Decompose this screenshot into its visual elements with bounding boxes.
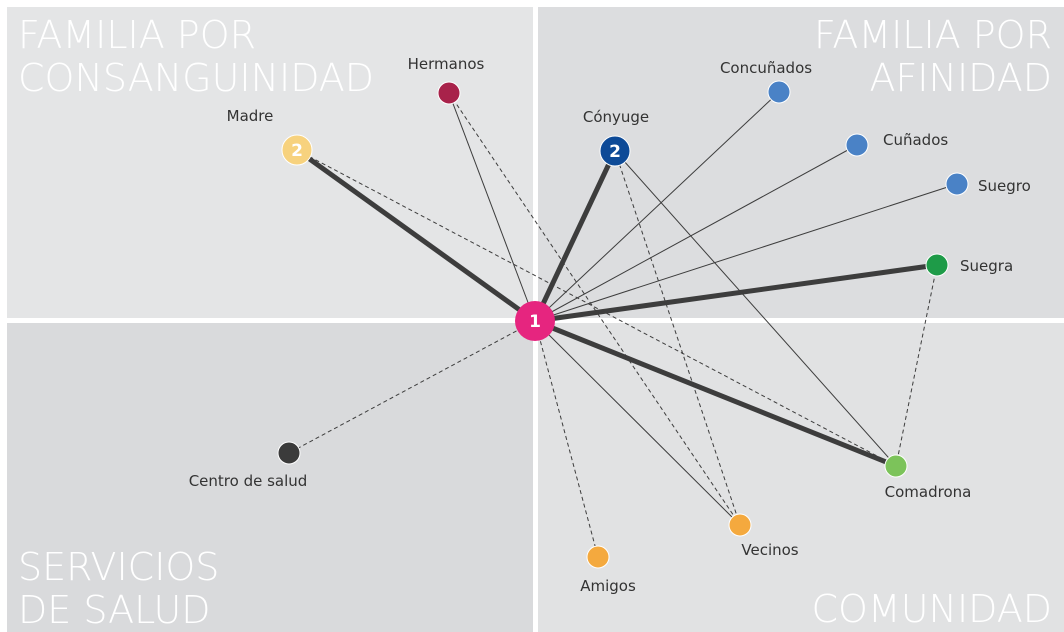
quadrant-title: FAMILIA POR — [814, 13, 1052, 57]
node-badge: 2 — [291, 141, 303, 161]
node — [884, 454, 908, 478]
node — [925, 253, 949, 277]
quadrant-title: SERVICIOS — [18, 545, 219, 589]
node-label: Madre — [227, 107, 274, 125]
node-label: Concuñados — [720, 59, 812, 77]
node-label: Amigos — [580, 577, 636, 595]
node — [281, 134, 313, 166]
quadrant-bg — [7, 323, 533, 632]
node — [728, 513, 752, 537]
edge — [534, 262, 938, 324]
edge — [614, 150, 897, 467]
edge — [534, 91, 780, 322]
edge — [295, 147, 537, 324]
quadrant-title: AFINIDAD — [869, 56, 1052, 100]
node-label: Hermanos — [408, 55, 485, 73]
node — [845, 133, 869, 157]
node — [599, 135, 631, 167]
edge — [614, 150, 741, 526]
node-label: Suegra — [960, 257, 1013, 275]
edge — [448, 92, 536, 322]
quadrant-bg — [7, 7, 533, 318]
node-label: Comadrona — [885, 483, 972, 501]
edge — [296, 149, 897, 467]
node — [437, 81, 461, 105]
node-label: Vecinos — [741, 541, 798, 559]
node-badge: 2 — [609, 142, 621, 162]
quadrant-title: FAMILIA POR — [18, 13, 256, 57]
edge — [288, 320, 536, 454]
edge — [895, 264, 938, 467]
node-label: Cuñados — [883, 131, 948, 149]
edge — [534, 183, 958, 322]
node — [277, 441, 301, 465]
node — [515, 301, 555, 341]
edge — [534, 318, 897, 469]
quadrant-title: CONSANGUINIDAD — [18, 56, 374, 100]
node — [586, 545, 610, 569]
quadrant-title: DE SALUD — [18, 588, 211, 632]
edge — [532, 149, 618, 323]
quadrant-title: COMUNIDAD — [811, 587, 1052, 631]
nodes: 1 2 Madre Hermanos 2 Cónyuge Concuñados Cuñados… — [189, 55, 1031, 595]
node — [945, 172, 969, 196]
quadrant-bg — [538, 323, 1064, 632]
node-label: Centro de salud — [189, 472, 308, 490]
edges — [288, 91, 958, 558]
edge — [534, 320, 599, 558]
node-label: Suegro — [978, 177, 1031, 195]
node-badge: 1 — [529, 312, 541, 332]
node-label: Cónyuge — [583, 108, 649, 126]
edge — [534, 144, 858, 322]
edge — [448, 92, 741, 526]
edge — [534, 320, 741, 526]
node — [767, 80, 791, 104]
